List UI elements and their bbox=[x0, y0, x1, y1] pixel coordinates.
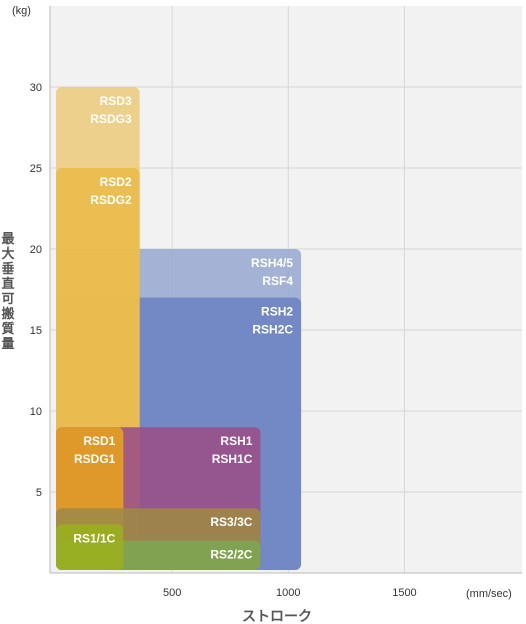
y-tick-label: 10 bbox=[30, 406, 42, 418]
bar-label-6: RS3/3C bbox=[210, 515, 252, 529]
bar-label-0: RSH4/5 RSF4 bbox=[251, 256, 293, 288]
x-tick-label: 1500 bbox=[392, 587, 416, 599]
y-tick-label: 15 bbox=[30, 325, 42, 337]
x-tick-label: 1000 bbox=[276, 587, 300, 599]
x-tick-labels: 500 1000 1500 bbox=[163, 587, 417, 599]
x-unit-label: (mm/sec) bbox=[466, 588, 512, 600]
y-tick-labels: 5 10 15 20 25 30 bbox=[30, 82, 42, 499]
x-axis-label: ストローク bbox=[242, 608, 312, 624]
y-axis-label: 最大垂直可搬質量 bbox=[1, 232, 15, 352]
y-tick-label: 20 bbox=[30, 244, 42, 256]
x-tick-label: 500 bbox=[163, 587, 181, 599]
y-tick-label: 5 bbox=[36, 487, 42, 499]
y-tick-label: 30 bbox=[30, 82, 42, 94]
bar-label-4: RSH1 RSH1C bbox=[212, 434, 253, 466]
y-unit-label: (kg) bbox=[12, 5, 31, 17]
y-tick-label: 25 bbox=[30, 163, 42, 175]
bar-label-8: RS1/1C bbox=[73, 531, 115, 545]
bar-label-2: RSD3 RSDG3 bbox=[90, 94, 132, 126]
bar-label-1: RSH2 RSH2C bbox=[252, 305, 293, 337]
bar-label-3: RSD2 RSDG2 bbox=[90, 175, 132, 207]
bar-labels: RSH4/5 RSF4 RSH2 RSH2C RSD3 RSDG3 RSD2 RSDG2 RSH… bbox=[73, 94, 293, 562]
bars bbox=[56, 87, 302, 570]
bar-label-5: RSD1 RSDG1 bbox=[74, 434, 116, 466]
bar-label-7: RS2/2C bbox=[210, 548, 252, 562]
bar-8 bbox=[56, 524, 124, 570]
